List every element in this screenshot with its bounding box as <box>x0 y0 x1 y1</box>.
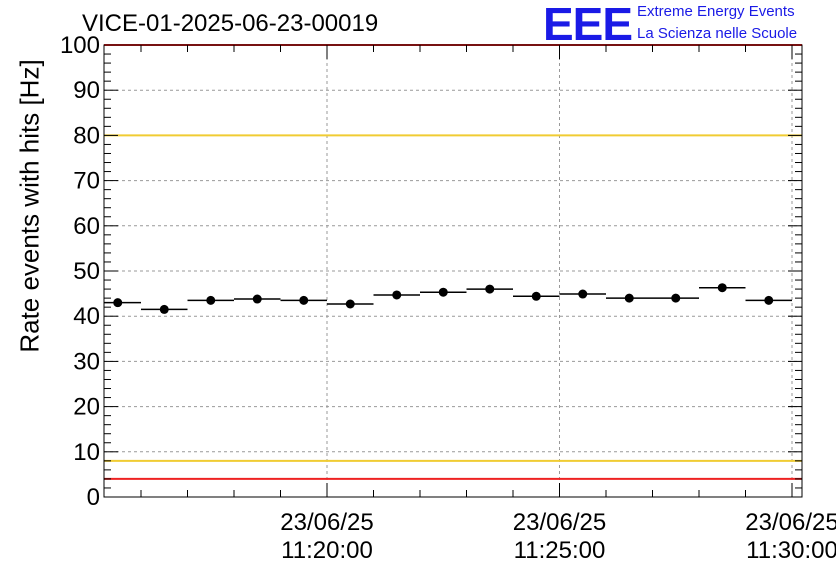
x-tick-label-date: 23/06/25 <box>280 509 373 536</box>
logo-text-line2: La Scienza nelle Scuole <box>637 25 798 42</box>
axes: 010203040506070809010023/06/2511:20:0023… <box>60 32 836 564</box>
y-tick-label: 40 <box>73 303 100 330</box>
data-point <box>206 295 216 305</box>
y-tick-label: 20 <box>73 394 100 421</box>
data-point <box>299 295 309 305</box>
data-point <box>717 283 727 293</box>
data-series <box>104 283 792 314</box>
data-point <box>159 304 169 314</box>
y-tick-label: 80 <box>73 122 100 149</box>
data-point <box>671 293 681 303</box>
grid <box>104 45 802 497</box>
y-tick-label: 90 <box>73 77 100 104</box>
y-tick-label: 60 <box>73 213 100 240</box>
y-axis-label: Rate events with hits [Hz] <box>14 59 45 353</box>
eee-logo: EEE <box>543 0 633 50</box>
y-tick-label: 50 <box>73 258 100 285</box>
y-tick-label: 10 <box>73 439 100 466</box>
data-point <box>113 298 123 308</box>
x-tick-label-date: 23/06/25 <box>745 509 836 536</box>
x-tick-label-date: 23/06/25 <box>513 509 606 536</box>
logo-text-line1: Extreme Energy Events <box>637 3 795 20</box>
x-tick-label-time: 11:30:00 <box>746 537 836 564</box>
y-tick-label: 30 <box>73 348 100 375</box>
data-point <box>578 289 588 299</box>
data-point <box>624 293 634 303</box>
data-point <box>345 299 355 309</box>
data-point <box>392 290 402 300</box>
y-tick-label: 0 <box>87 484 100 511</box>
reference-lines <box>104 44 802 480</box>
data-point <box>252 294 262 304</box>
plot-frame <box>103 44 803 498</box>
x-tick-label-time: 11:20:00 <box>281 537 373 564</box>
data-point <box>764 295 774 305</box>
data-point <box>485 284 495 294</box>
chart-title: VICE-01-2025-06-23-00019 <box>82 10 379 37</box>
data-point <box>531 291 541 301</box>
y-tick-label: 70 <box>73 168 100 195</box>
x-tick-label-time: 11:25:00 <box>514 537 606 564</box>
y-tick-label: 100 <box>60 32 100 59</box>
data-point <box>438 287 448 297</box>
